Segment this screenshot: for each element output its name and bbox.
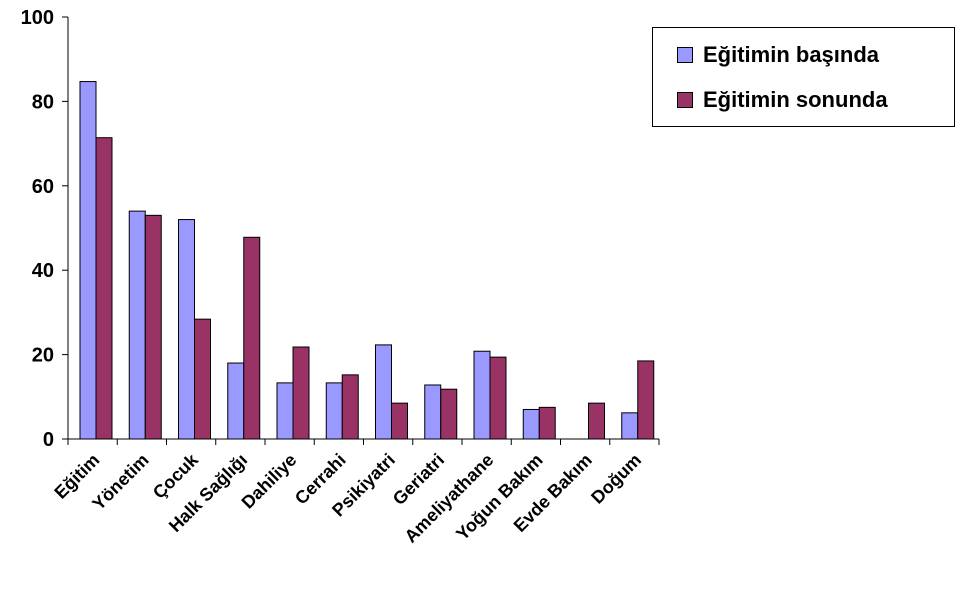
bar-series-1-9 <box>522 408 540 440</box>
bar-series-2-4 <box>292 346 310 440</box>
bar-series-1-11 <box>621 412 639 440</box>
bar-series-1-6 <box>375 344 392 440</box>
bar-series-1-8 <box>473 350 491 440</box>
bar-series-1-2 <box>178 219 195 440</box>
y-axis-ticks: 0 20 40 60 80 100 <box>21 7 660 451</box>
y-tick-label: 80 <box>32 91 54 113</box>
y-tick-label: 100 <box>21 7 54 29</box>
y-tick-label: 60 <box>32 176 54 198</box>
bar-series-2-5 <box>341 374 359 440</box>
bar-series-1-3 <box>227 362 245 440</box>
bar-series-2-3 <box>243 236 261 440</box>
x-category-label: Doğum <box>587 450 645 508</box>
bar-series-1-0 <box>79 81 97 440</box>
legend-swatch-series-2 <box>677 92 693 108</box>
bar-series-1-5 <box>325 382 343 440</box>
bar-series-1-4 <box>276 382 294 440</box>
y-tick-label: 40 <box>32 260 54 282</box>
bar-series-2-6 <box>391 402 408 440</box>
legend-item-series-1: Eğitimin başında <box>677 40 879 70</box>
bar-series-2-1 <box>144 214 162 440</box>
bar-series-2-9 <box>538 406 556 440</box>
x-category-label: Yoğun Bakım <box>452 450 547 545</box>
bar-series-2-10 <box>588 402 605 440</box>
y-tick-label: 20 <box>32 345 54 367</box>
bar-series-2-8 <box>489 356 507 440</box>
bar-series-2-2 <box>194 318 211 440</box>
legend: Eğitimin başında Eğitimin sonunda <box>652 27 955 127</box>
x-category-label: Dahiliye <box>237 450 300 513</box>
bar-series-2-0 <box>95 137 113 440</box>
bar-series-2-11 <box>637 360 655 440</box>
legend-label-series-1: Eğitimin başında <box>703 42 880 67</box>
legend-swatch-series-1 <box>677 47 693 63</box>
bar-series-1-1 <box>128 210 146 440</box>
legend-item-series-2: Eğitimin sonunda <box>677 85 888 115</box>
legend-label-series-2: Eğitimin sonunda <box>703 87 888 112</box>
bars <box>79 81 655 440</box>
y-tick-label: 0 <box>43 429 54 451</box>
bar-series-1-7 <box>424 384 442 440</box>
bar-series-2-7 <box>440 388 458 440</box>
